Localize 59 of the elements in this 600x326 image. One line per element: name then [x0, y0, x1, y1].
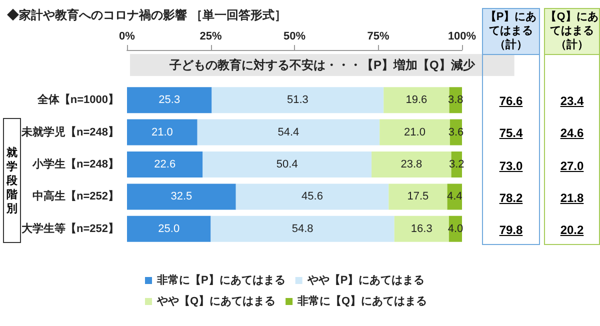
- text: 就学段階別: [6, 146, 18, 216]
- text: 75.4: [498, 125, 524, 142]
- text: 78.2: [498, 190, 524, 206]
- bar: [388, 184, 448, 210]
- data-label: 23.8: [400, 158, 422, 170]
- bar: [127, 216, 211, 242]
- legend-label: やや【P】にあてはまる: [306, 274, 425, 286]
- y-tick-label: 大学生等【n=252】: [22, 222, 119, 235]
- text: 21.8: [559, 190, 585, 206]
- bar: [236, 184, 389, 210]
- y-tick-label: 中高生【n=252】: [32, 190, 119, 203]
- data-label: 25.0: [158, 222, 180, 235]
- x-tick-label: 0%: [119, 30, 136, 42]
- legend-label: 非常に【Q】にあてはまる: [296, 294, 428, 308]
- data-label: 22.6: [154, 158, 176, 170]
- data-label: 51.3: [286, 94, 308, 106]
- data-label: 54.8: [292, 222, 314, 235]
- bar: [394, 216, 449, 242]
- text: 73.0: [498, 158, 524, 174]
- data-label: 54.4: [278, 126, 300, 138]
- data-label: 17.5: [407, 190, 429, 203]
- bar: [197, 119, 380, 146]
- bar: [380, 119, 450, 146]
- text: 76.6: [498, 93, 524, 110]
- bar: [212, 87, 384, 114]
- bar: [202, 152, 372, 178]
- bar: [127, 119, 198, 146]
- text: 27.0: [559, 158, 585, 174]
- chart-subtitle: 子どもの教育に対する不安は・・・【P】増加【Q】減少: [168, 58, 476, 72]
- data-label: 21.0: [151, 126, 173, 138]
- x-tick-label: 50%: [283, 30, 306, 42]
- bar: [127, 152, 203, 178]
- data-label: 19.6: [406, 94, 428, 106]
- data-label: 50.4: [276, 158, 298, 170]
- bar: [372, 152, 452, 178]
- y-tick-label: 全体【n=1000】: [36, 93, 119, 106]
- data-label: 16.3: [410, 222, 432, 235]
- x-tick-label: 75%: [367, 30, 390, 42]
- text: 【Q】にあてはまる（計）: [545, 9, 599, 55]
- text: 24.6: [559, 125, 585, 142]
- y-tick-label: 小学生【n=248】: [32, 158, 119, 170]
- x-tick-label: 100%: [448, 30, 476, 42]
- x-tick-label: 25%: [200, 30, 222, 42]
- text: 79.8: [498, 222, 524, 238]
- data-label: 45.6: [302, 190, 323, 203]
- legend-label: やや【Q】にあてはまる: [156, 294, 276, 308]
- legend-label: 非常に【P】にあてはまる: [156, 274, 286, 286]
- text: 23.4: [559, 93, 585, 110]
- y-tick-label: 未就学児【n=248】: [20, 125, 119, 138]
- data-label: 21.0: [404, 126, 426, 138]
- chart-title: ◆家計や教育へのコロナ禍の影響 ［単一回答形式］: [7, 8, 286, 22]
- text: 20.2: [559, 222, 585, 238]
- bar: [210, 216, 394, 242]
- data-label: 32.5: [170, 190, 192, 203]
- text: 【P】にあてはまる（計）: [483, 9, 539, 55]
- bar: [127, 87, 212, 114]
- bar: [384, 87, 450, 114]
- bar: [127, 184, 236, 210]
- data-label: 25.3: [158, 94, 180, 106]
